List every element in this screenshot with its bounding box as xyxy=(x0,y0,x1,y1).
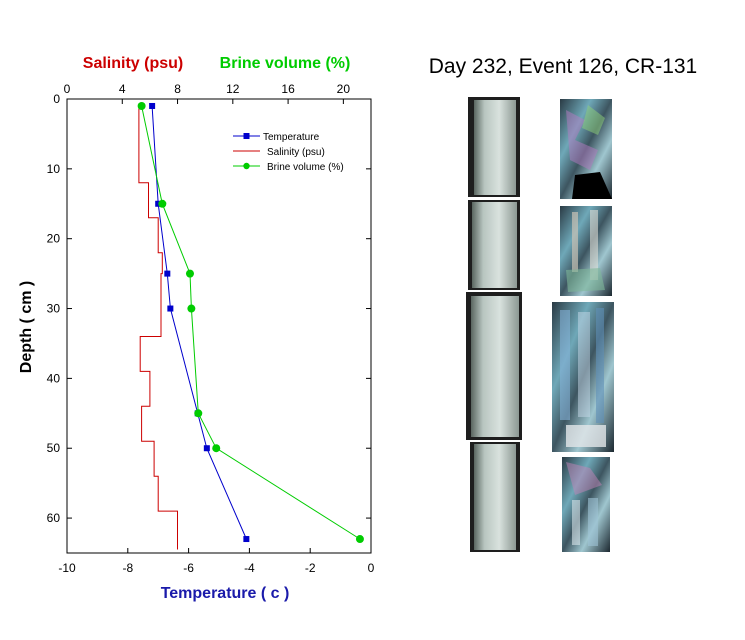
x-bottom-tick-label: -4 xyxy=(244,561,255,575)
x-bottom-tick-label: -8 xyxy=(122,561,133,575)
legend-temperature-label: Temperature xyxy=(263,132,320,143)
brine-volume-point xyxy=(185,269,194,278)
x-bottom-tick-label: 0 xyxy=(368,561,375,575)
ice-core-photos xyxy=(466,97,614,552)
y-tick-label: 0 xyxy=(53,92,60,106)
y-tick-label: 10 xyxy=(47,162,61,176)
salinity-axis-title: Salinity (psu) xyxy=(83,55,183,72)
x-bottom-tick-label: -2 xyxy=(305,561,316,575)
thin-section-4 xyxy=(562,457,610,552)
brine-volume-point xyxy=(187,304,196,313)
depth-axis-title: Depth ( cm ) xyxy=(18,281,35,373)
temperature-axis-title: Temperature ( c ) xyxy=(161,585,290,602)
temperature-point xyxy=(167,305,174,312)
core-photo-4 xyxy=(470,442,520,552)
legend-salinity-label: Salinity (psu) xyxy=(267,147,325,158)
y-tick-label: 30 xyxy=(47,302,61,316)
x-top-tick-label: 8 xyxy=(174,82,181,96)
temperature-point xyxy=(243,536,250,543)
temperature-point xyxy=(164,270,171,277)
temperature-point xyxy=(203,445,210,452)
series-layer xyxy=(137,101,364,550)
legend-brine-label: Brine volume (%) xyxy=(267,162,344,173)
x-bottom-tick-label: -10 xyxy=(58,561,76,575)
salinity-psu-line xyxy=(138,106,178,550)
x-bottom-tick-label: -6 xyxy=(183,561,194,575)
brine-axis-title: Brine volume (%) xyxy=(220,55,351,72)
temperature-point xyxy=(155,200,162,207)
x-top-tick-label: 0 xyxy=(64,82,71,96)
brine-volume-point xyxy=(158,199,167,208)
brine-volume-point xyxy=(137,101,146,110)
core-photo-3 xyxy=(466,292,522,440)
thin-section-3 xyxy=(552,302,614,452)
core-photo-1 xyxy=(468,97,520,197)
temperature-line xyxy=(151,105,247,540)
brine-volume-point xyxy=(355,535,364,544)
x-top-tick-label: 4 xyxy=(119,82,126,96)
x-top-tick-label: 20 xyxy=(337,82,351,96)
temperature-point xyxy=(149,102,156,109)
plot-frame xyxy=(66,98,372,554)
legend-brine-marker xyxy=(243,162,250,170)
brine-volume-point xyxy=(212,444,221,453)
y-tick-label: 60 xyxy=(47,511,61,525)
legend: Temperature Salinity (psu) Brine volume … xyxy=(233,132,344,173)
x-top-tick-label: 16 xyxy=(281,82,295,96)
y-tick-label: 50 xyxy=(47,441,61,455)
legend-temperature-marker xyxy=(243,133,250,139)
thin-section-1 xyxy=(560,99,612,199)
y-tick-label: 40 xyxy=(47,371,61,385)
x-top-tick-label: 12 xyxy=(226,82,240,96)
brine-volume-point xyxy=(194,409,203,418)
page-title: Day 232, Event 126, CR-131 xyxy=(429,55,698,78)
thin-section-2 xyxy=(560,206,612,296)
y-tick-label: 20 xyxy=(47,232,61,246)
core-photo-2 xyxy=(468,200,520,290)
